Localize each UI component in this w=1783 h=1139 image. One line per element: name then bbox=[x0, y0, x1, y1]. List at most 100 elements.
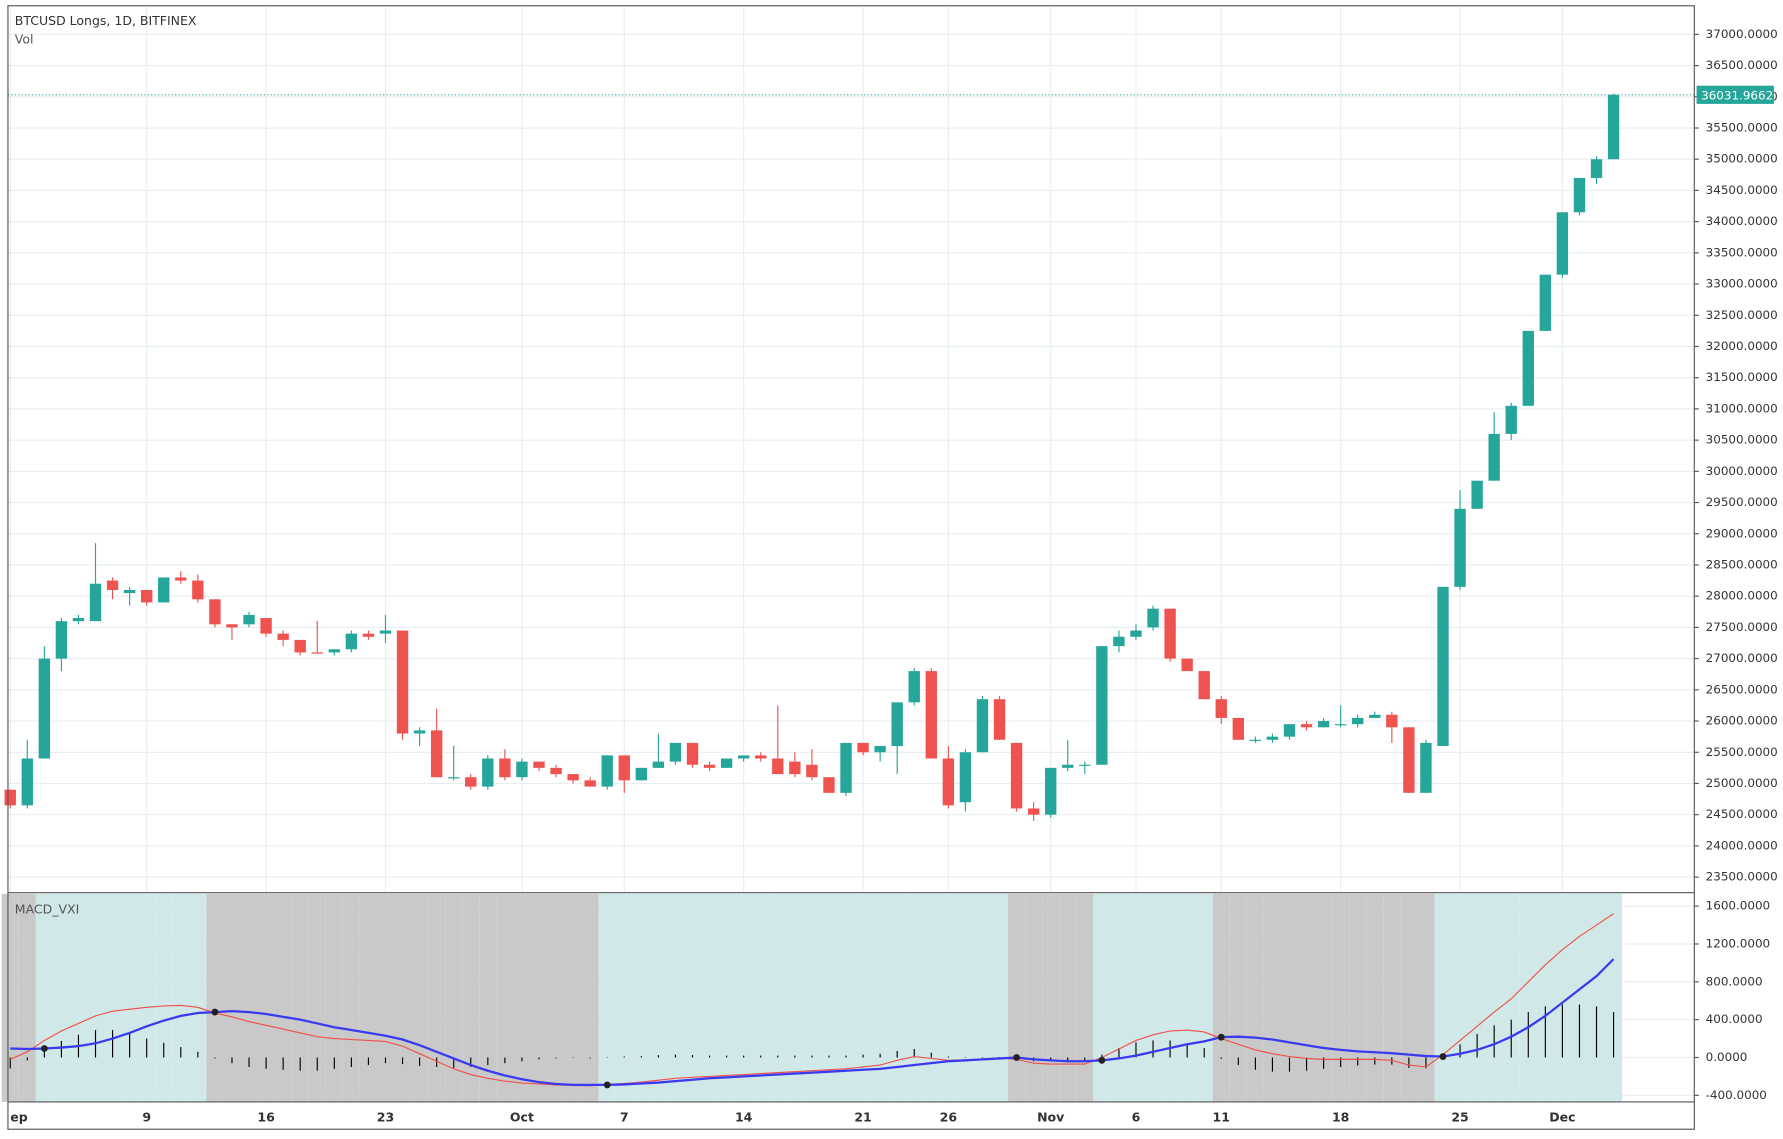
signal-zone bbox=[1059, 893, 1077, 1102]
x-tick-label: 18 bbox=[1332, 1109, 1349, 1124]
cross-dot bbox=[1013, 1054, 1020, 1061]
candle-body bbox=[1096, 646, 1108, 765]
y-tick-label: 1600.0000 bbox=[1706, 899, 1770, 913]
signal-zone bbox=[615, 893, 633, 1102]
cross-dot bbox=[1439, 1053, 1447, 1060]
y-tick-label: 800.0000 bbox=[1706, 974, 1763, 988]
signal-zone bbox=[564, 893, 582, 1102]
signal-zone bbox=[1212, 893, 1230, 1102]
signal-zone bbox=[1570, 893, 1588, 1102]
candle-body bbox=[1488, 433, 1500, 481]
signal-zone bbox=[1366, 893, 1384, 1102]
cross-dot bbox=[603, 1081, 611, 1089]
x-tick-label: Dec bbox=[1549, 1109, 1575, 1124]
zones bbox=[1, 893, 1623, 1102]
signal-zone bbox=[1280, 893, 1299, 1102]
candle-body bbox=[720, 758, 733, 768]
signal-zone bbox=[513, 893, 531, 1102]
candle-body bbox=[908, 671, 920, 703]
candle-body bbox=[1027, 808, 1040, 815]
candle-body bbox=[277, 633, 289, 640]
candle-body bbox=[1266, 736, 1279, 740]
signal-zone bbox=[1042, 893, 1060, 1102]
candle-body bbox=[362, 633, 375, 637]
candle-body bbox=[1181, 658, 1193, 672]
y-tick-label: 25000.0000 bbox=[1706, 776, 1778, 790]
candle-body bbox=[772, 758, 784, 775]
candle-body bbox=[38, 658, 51, 759]
cross-dot bbox=[1098, 1056, 1106, 1064]
y-tick-label: 37000.0000 bbox=[1706, 27, 1778, 41]
cross-dot bbox=[1217, 1033, 1225, 1041]
candle-body bbox=[499, 758, 511, 778]
y-tick-label: 33000.0000 bbox=[1706, 277, 1778, 291]
candle-body bbox=[294, 639, 306, 653]
signal-zone bbox=[240, 893, 258, 1102]
candle-body bbox=[1403, 727, 1415, 793]
candle-body bbox=[413, 730, 426, 734]
signal-zone bbox=[888, 893, 906, 1102]
candle-body bbox=[1539, 274, 1552, 331]
candle-body bbox=[175, 577, 187, 581]
candle-body bbox=[1062, 764, 1074, 768]
candle-body bbox=[209, 599, 221, 625]
signal-zone bbox=[1076, 893, 1094, 1102]
candle-body bbox=[550, 767, 562, 775]
signal-zone bbox=[1025, 893, 1043, 1102]
y-tick-label: -400.0000 bbox=[1706, 1088, 1767, 1102]
candle-body bbox=[482, 758, 494, 787]
candle-body bbox=[857, 742, 869, 753]
x-tick-label: 21 bbox=[854, 1109, 871, 1124]
candle-body bbox=[1232, 717, 1245, 740]
candle-body bbox=[755, 755, 767, 759]
candle-body bbox=[1300, 724, 1313, 728]
candle-body bbox=[1283, 724, 1296, 737]
signal-zone bbox=[86, 893, 105, 1102]
signal-zone bbox=[683, 893, 702, 1102]
candle-body bbox=[1317, 721, 1330, 728]
candle-body bbox=[21, 758, 33, 806]
y-tick-label: 25500.0000 bbox=[1706, 745, 1778, 759]
signal-zone bbox=[1587, 893, 1606, 1102]
signal-zone bbox=[666, 893, 684, 1102]
signal-zone bbox=[1263, 893, 1281, 1102]
y-tick-label: 28000.0000 bbox=[1706, 589, 1778, 603]
signal-zone bbox=[1161, 893, 1179, 1102]
chart-subtitle: Vol bbox=[15, 31, 34, 46]
signal-zone bbox=[291, 893, 309, 1102]
signal-zone bbox=[1008, 893, 1026, 1102]
candle-body bbox=[567, 774, 579, 781]
candle-body bbox=[345, 633, 358, 650]
candle-body bbox=[686, 742, 699, 765]
signal-zone bbox=[598, 893, 616, 1102]
candle-body bbox=[1437, 586, 1449, 747]
signal-zone bbox=[1434, 893, 1452, 1102]
y-tick-label: 29500.0000 bbox=[1706, 495, 1778, 509]
candle-body bbox=[1130, 630, 1142, 637]
last-price-box bbox=[1696, 85, 1774, 104]
candle-body bbox=[1352, 717, 1364, 725]
signal-zone bbox=[905, 893, 923, 1102]
macd-line bbox=[10, 958, 1615, 1087]
x-tick-label: 23 bbox=[377, 1109, 394, 1124]
signal-zone bbox=[701, 893, 719, 1102]
signal-zone bbox=[1110, 893, 1128, 1102]
signal-zone bbox=[342, 893, 360, 1102]
signal-zone bbox=[35, 893, 53, 1102]
signal-zone bbox=[530, 893, 548, 1102]
candle-body bbox=[1079, 764, 1091, 766]
signal-zone bbox=[786, 893, 804, 1102]
x-tick-label: Oct bbox=[510, 1109, 534, 1124]
candle-body bbox=[106, 580, 119, 590]
candle-body bbox=[141, 589, 153, 603]
candle-body bbox=[635, 767, 648, 781]
signal-line bbox=[10, 913, 1614, 1087]
candle-body bbox=[891, 702, 903, 747]
signal-zone bbox=[1332, 893, 1350, 1102]
candle-body bbox=[1045, 767, 1057, 815]
y-tick-label: 24000.0000 bbox=[1706, 838, 1778, 852]
candle-body bbox=[1147, 608, 1159, 628]
signal-zone bbox=[1, 893, 19, 1102]
signal-zone bbox=[820, 893, 838, 1102]
